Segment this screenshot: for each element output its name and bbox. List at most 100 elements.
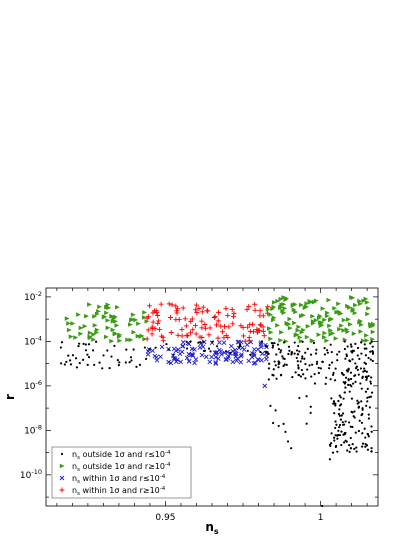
data-point-black <box>339 418 342 421</box>
data-point-red <box>257 322 263 328</box>
data-point-green <box>109 338 115 344</box>
data-point-black <box>311 363 314 366</box>
data-point-black <box>310 375 313 378</box>
data-point-green <box>125 337 131 343</box>
data-point-black <box>369 382 373 385</box>
data-point-blue <box>249 354 255 360</box>
data-point-green <box>87 334 93 339</box>
data-point-black <box>367 413 370 416</box>
data-point-black <box>345 353 348 356</box>
y-axis-label: r <box>3 394 17 400</box>
data-point-black <box>309 353 313 356</box>
data-point-black <box>357 406 360 409</box>
data-point-black <box>363 347 366 350</box>
data-point-black <box>360 341 363 344</box>
data-point-green <box>271 300 277 305</box>
data-point-black <box>113 344 116 347</box>
data-point-green <box>97 304 102 310</box>
data-point-red <box>159 333 165 339</box>
data-point-black <box>370 447 373 450</box>
data-point-black <box>357 373 360 376</box>
data-point-black <box>75 366 79 369</box>
data-point-red <box>184 332 190 338</box>
data-point-black <box>344 381 347 384</box>
data-point-red <box>174 310 180 316</box>
data-point-blue <box>193 357 199 362</box>
data-point-blue <box>213 354 219 360</box>
data-point-black <box>366 400 369 403</box>
data-point-red <box>207 325 213 331</box>
data-point-black <box>360 421 364 424</box>
data-point-black <box>287 352 290 356</box>
data-point-blue <box>248 339 254 345</box>
data-point-black <box>363 361 366 364</box>
data-point-black <box>335 423 338 426</box>
data-point-black <box>343 391 346 394</box>
data-point-green <box>321 334 327 340</box>
data-point-black <box>361 407 364 410</box>
data-point-black <box>365 378 368 381</box>
data-point-black <box>87 343 91 346</box>
data-point-green <box>104 310 109 316</box>
data-point-red <box>223 306 229 312</box>
data-point-black <box>354 342 357 345</box>
data-point-red <box>182 316 188 322</box>
data-point-red <box>146 303 152 309</box>
data-point-black <box>370 450 373 453</box>
data-point-black <box>337 399 340 403</box>
data-point-black <box>353 416 356 419</box>
data-point-green <box>76 312 81 317</box>
data-point-black <box>332 371 335 374</box>
data-point-black <box>347 421 351 424</box>
data-point-black <box>345 355 348 358</box>
data-point-red <box>247 322 253 328</box>
data-point-red <box>199 318 205 324</box>
data-point-black <box>259 350 262 354</box>
data-point-black <box>101 367 104 370</box>
data-point-black <box>349 343 353 346</box>
data-point-black <box>303 357 306 360</box>
data-point-black <box>94 340 98 343</box>
legend-label-black: ns outside 1σ and r≤10-4 <box>72 450 171 461</box>
data-point-red <box>190 327 196 333</box>
data-point-red <box>168 329 174 335</box>
data-point-black <box>342 441 346 444</box>
data-point-black <box>330 397 333 400</box>
data-point-green <box>291 307 297 313</box>
data-point-red <box>200 304 206 310</box>
data-point-black <box>346 370 349 373</box>
data-point-green <box>142 315 147 320</box>
data-point-black <box>128 361 131 364</box>
data-point-black <box>334 404 337 407</box>
data-point-green <box>278 296 284 302</box>
data-point-green <box>310 319 316 324</box>
data-point-black <box>305 422 308 425</box>
series-black <box>59 340 375 508</box>
y-axis-ticks: 10-2 10-4 10-6 10-8 10-10 <box>20 290 378 498</box>
data-point-red <box>205 308 211 314</box>
data-point-red <box>169 302 175 308</box>
data-point-red <box>149 331 155 337</box>
data-point-red <box>166 301 172 307</box>
data-point-blue <box>186 358 192 364</box>
data-point-red <box>226 324 232 330</box>
data-point-black <box>343 347 346 351</box>
data-point-black <box>282 422 285 425</box>
data-point-green <box>73 335 79 340</box>
data-point-green <box>341 328 347 333</box>
data-point-blue <box>232 347 238 353</box>
data-point-green <box>348 322 353 327</box>
data-point-green <box>135 333 141 339</box>
data-point-black <box>309 411 312 414</box>
data-point-black <box>297 367 300 370</box>
data-point-blue <box>255 357 261 362</box>
data-point-black <box>60 341 64 344</box>
plot-marks <box>59 294 376 508</box>
data-point-black <box>360 352 363 355</box>
data-point-black <box>272 374 275 377</box>
data-point-blue <box>171 356 177 361</box>
data-point-black <box>345 440 348 443</box>
data-point-red <box>206 332 212 338</box>
data-point-green <box>268 330 274 335</box>
data-point-black <box>282 341 286 344</box>
